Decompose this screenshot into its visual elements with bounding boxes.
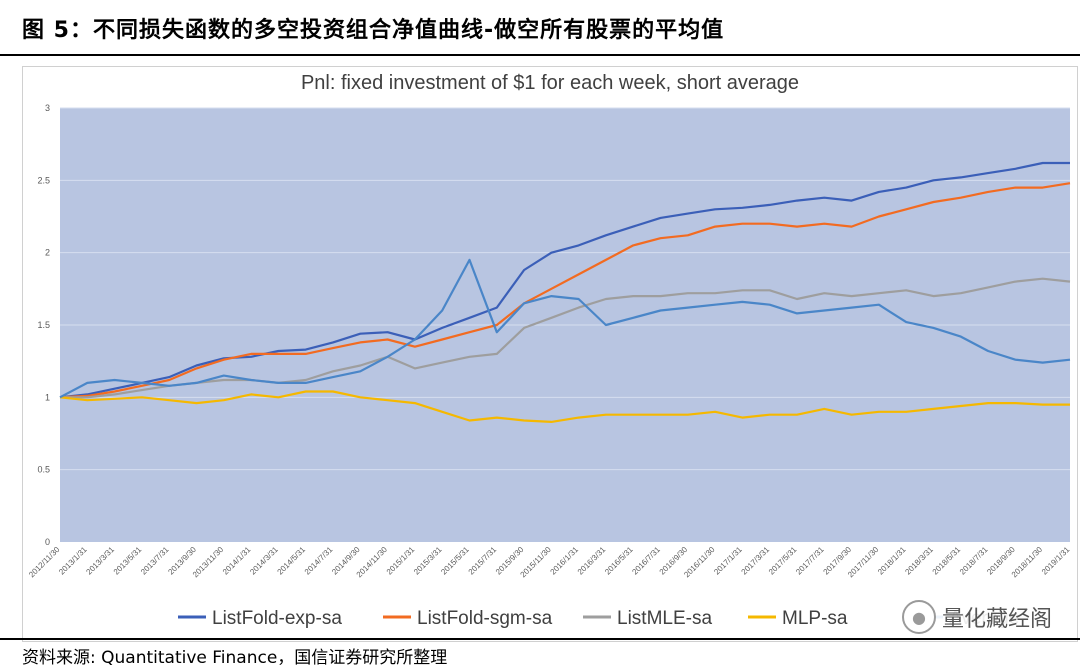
legend-item: ListFold-exp-sa [178, 608, 342, 629]
y-axis-ticks: 0 0.5 1 1.5 2 2.5 3 [37, 103, 50, 547]
title-rule [0, 54, 1080, 56]
x-tick-label: 2015/3/31 [412, 545, 444, 577]
y-tick-label: 3 [45, 103, 50, 113]
x-tick-label: 2013/1/31 [57, 545, 89, 577]
x-tick-label: 2014/7/31 [303, 545, 335, 577]
legend-label: ListFold-exp-sa [212, 608, 342, 629]
x-tick-label: 2018/7/31 [958, 545, 990, 577]
watermark-text: 量化藏经阁 [941, 607, 1052, 632]
x-axis-ticks: 2012/11/302013/1/312013/3/312013/5/31201… [27, 545, 1072, 580]
wechat-icon: ● [901, 600, 936, 634]
series-line-mlp-sa [59, 390, 1070, 423]
watermark: ● 量化藏经阁 [899, 598, 1058, 636]
x-tick-label: 2014/5/31 [276, 545, 308, 577]
x-tick-label: 2019/1/31 [1040, 545, 1072, 577]
x-tick-label: 2015/5/31 [439, 545, 471, 577]
y-tick-label: 2 [45, 248, 50, 258]
legend-label: ListFold-sgm-sa [417, 608, 553, 629]
x-tick-label: 2016/5/31 [603, 545, 635, 577]
x-tick-label: 2018/5/31 [931, 545, 963, 577]
legend: ListFold-exp-sa ListFold-sgm-sa ListMLE-sa… [178, 608, 1019, 629]
x-tick-label: 2017/3/31 [740, 545, 772, 577]
gridlines [60, 107, 1070, 471]
x-tick-label: 2013/7/31 [139, 545, 171, 577]
legend-item: ListMLE-sa [583, 608, 712, 629]
x-tick-label: 2013/3/31 [84, 545, 116, 577]
x-tick-label: 2016/3/31 [576, 545, 608, 577]
series-line-average [59, 258, 1071, 399]
y-tick-label: 0 [45, 537, 50, 547]
series-line-listfold-sgm-sa [59, 182, 1071, 399]
series-lines [59, 161, 1071, 423]
x-tick-label: 2012/11/30 [27, 545, 62, 580]
source-note: 资料来源: Quantitative Finance，国信证券研究所整理 [22, 648, 448, 668]
x-tick-label: 2014/1/31 [221, 545, 253, 577]
y-tick-label: 1 [45, 392, 50, 402]
x-tick-label: 2017/5/31 [767, 545, 799, 577]
chart-container: Pnl: fixed investment of $1 for each wee… [22, 66, 1078, 642]
x-tick-label: 2013/5/31 [112, 545, 144, 577]
legend-item: MLP-sa [748, 608, 848, 629]
x-tick-label: 2018/3/31 [903, 545, 935, 577]
x-tick-label: 2017/1/31 [712, 545, 744, 577]
x-tick-label: 2016/1/31 [549, 545, 581, 577]
chart-title: Pnl: fixed investment of $1 for each wee… [301, 72, 799, 94]
figure-title: 图 5：不同损失函数的多空投资组合净值曲线-做空所有股票的平均值 [22, 18, 725, 43]
x-tick-label: 2015/7/31 [467, 545, 499, 577]
x-tick-label: 2016/7/31 [630, 545, 662, 577]
legend-label: MLP-sa [782, 608, 848, 629]
line-chart: Pnl: fixed investment of $1 for each wee… [27, 72, 1072, 629]
legend-item: ListFold-sgm-sa [383, 608, 553, 629]
legend-label: ListMLE-sa [617, 608, 712, 629]
y-tick-label: 0.5 [37, 465, 50, 475]
y-tick-label: 1.5 [37, 320, 50, 330]
y-tick-label: 2.5 [37, 175, 50, 185]
x-tick-label: 2015/1/31 [385, 545, 417, 577]
x-tick-label: 2014/3/31 [248, 545, 280, 577]
series-line-listmle-sa [60, 277, 1071, 399]
x-tick-label: 2018/1/31 [876, 545, 908, 577]
source-rule [0, 638, 1080, 640]
x-tick-label: 2017/7/31 [794, 545, 826, 577]
